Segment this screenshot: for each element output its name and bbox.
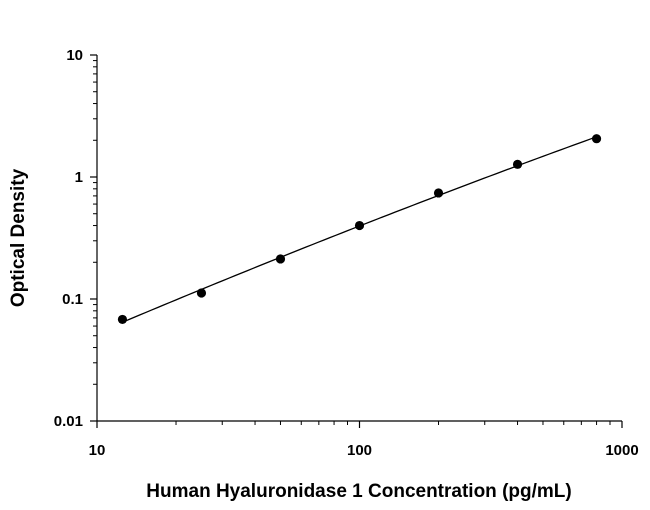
y-tick-label: 0.1	[62, 291, 83, 308]
ticks	[90, 54, 623, 428]
data-point	[117, 314, 128, 325]
data-point	[512, 159, 523, 169]
y-tick-label: 10	[66, 47, 83, 64]
y-axis-title: Optical Density	[8, 168, 29, 307]
data-point	[591, 134, 602, 144]
data-point	[275, 254, 286, 264]
data-points	[117, 134, 602, 325]
tick-labels: 0.01 0.1 1 10 10 100 1000	[54, 47, 639, 459]
x-axis-title: Human Hyaluronidase 1 Concentration (pg/…	[146, 481, 571, 502]
axes	[96, 55, 622, 422]
x-tick-label: 100	[347, 442, 372, 459]
data-point	[196, 288, 207, 298]
x-tick-label: 10	[89, 442, 106, 459]
data-point	[433, 188, 444, 198]
x-tick-label: 1000	[605, 442, 638, 459]
y-tick-label: 0.01	[54, 413, 83, 430]
data-point	[354, 220, 365, 231]
y-tick-label: 1	[75, 169, 83, 186]
